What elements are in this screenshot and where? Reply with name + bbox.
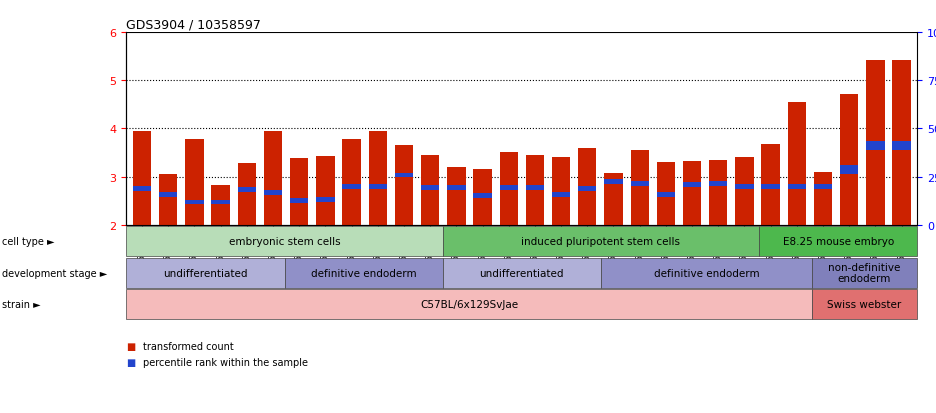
Text: transformed count: transformed count — [143, 341, 234, 351]
Text: undifferentiated: undifferentiated — [163, 268, 248, 278]
Bar — [892, 142, 911, 151]
Bar — [316, 157, 334, 225]
Bar — [212, 186, 230, 225]
Text: embryonic stem cells: embryonic stem cells — [228, 237, 341, 247]
Bar — [840, 95, 858, 225]
Bar — [159, 192, 178, 197]
Bar — [762, 145, 780, 225]
Text: development stage ►: development stage ► — [2, 268, 107, 278]
Bar — [840, 166, 858, 175]
Bar — [813, 172, 832, 225]
Bar — [500, 186, 518, 190]
Bar — [421, 155, 439, 225]
Bar — [631, 182, 649, 187]
Bar — [578, 148, 596, 225]
Bar — [605, 173, 622, 225]
Bar — [552, 192, 570, 197]
Bar — [500, 153, 518, 225]
Bar — [657, 163, 675, 225]
Bar — [526, 155, 544, 225]
Bar — [447, 186, 465, 190]
Bar — [787, 103, 806, 225]
Bar — [290, 199, 308, 204]
Bar — [657, 192, 675, 197]
Text: definitive endoderm: definitive endoderm — [653, 268, 759, 278]
Bar — [133, 187, 152, 192]
Bar — [421, 186, 439, 190]
Bar — [787, 184, 806, 189]
Text: definitive endoderm: definitive endoderm — [311, 268, 417, 278]
Bar — [813, 184, 832, 189]
Text: strain ►: strain ► — [2, 299, 40, 309]
Text: non-definitive
endoderm: non-definitive endoderm — [828, 262, 900, 284]
Bar — [605, 180, 622, 184]
Bar — [185, 200, 204, 205]
Bar — [290, 159, 308, 225]
Text: ■: ■ — [126, 358, 136, 368]
Bar — [762, 184, 780, 189]
Bar — [316, 197, 334, 202]
Bar — [892, 61, 911, 225]
Text: GDS3904 / 10358597: GDS3904 / 10358597 — [126, 19, 261, 32]
Text: undifferentiated: undifferentiated — [479, 268, 564, 278]
Bar — [578, 187, 596, 192]
Bar — [552, 158, 570, 225]
Text: ■: ■ — [126, 341, 136, 351]
Bar — [369, 184, 387, 189]
Text: cell type ►: cell type ► — [2, 237, 54, 247]
Bar — [631, 151, 649, 225]
Bar — [369, 131, 387, 225]
Text: percentile rank within the sample: percentile rank within the sample — [143, 358, 308, 368]
Bar — [683, 162, 701, 225]
Bar — [212, 200, 230, 205]
Text: E8.25 mouse embryo: E8.25 mouse embryo — [782, 237, 894, 247]
Bar — [709, 160, 727, 225]
Bar — [343, 140, 360, 225]
Text: Swiss webster: Swiss webster — [827, 299, 901, 309]
Bar — [395, 146, 413, 225]
Bar — [185, 140, 204, 225]
Bar — [264, 190, 282, 195]
Bar — [736, 184, 753, 189]
Bar — [159, 175, 178, 225]
Bar — [238, 164, 256, 225]
Bar — [343, 184, 360, 189]
Bar — [133, 131, 152, 225]
Bar — [866, 142, 885, 151]
Bar — [447, 168, 465, 225]
Bar — [709, 182, 727, 187]
Bar — [526, 186, 544, 190]
Bar — [474, 194, 491, 199]
Text: C57BL/6x129SvJae: C57BL/6x129SvJae — [420, 299, 519, 309]
Bar — [736, 158, 753, 225]
Bar — [238, 188, 256, 192]
Text: induced pluripotent stem cells: induced pluripotent stem cells — [521, 237, 680, 247]
Bar — [395, 173, 413, 178]
Bar — [683, 183, 701, 188]
Bar — [474, 170, 491, 225]
Bar — [264, 131, 282, 225]
Bar — [866, 61, 885, 225]
